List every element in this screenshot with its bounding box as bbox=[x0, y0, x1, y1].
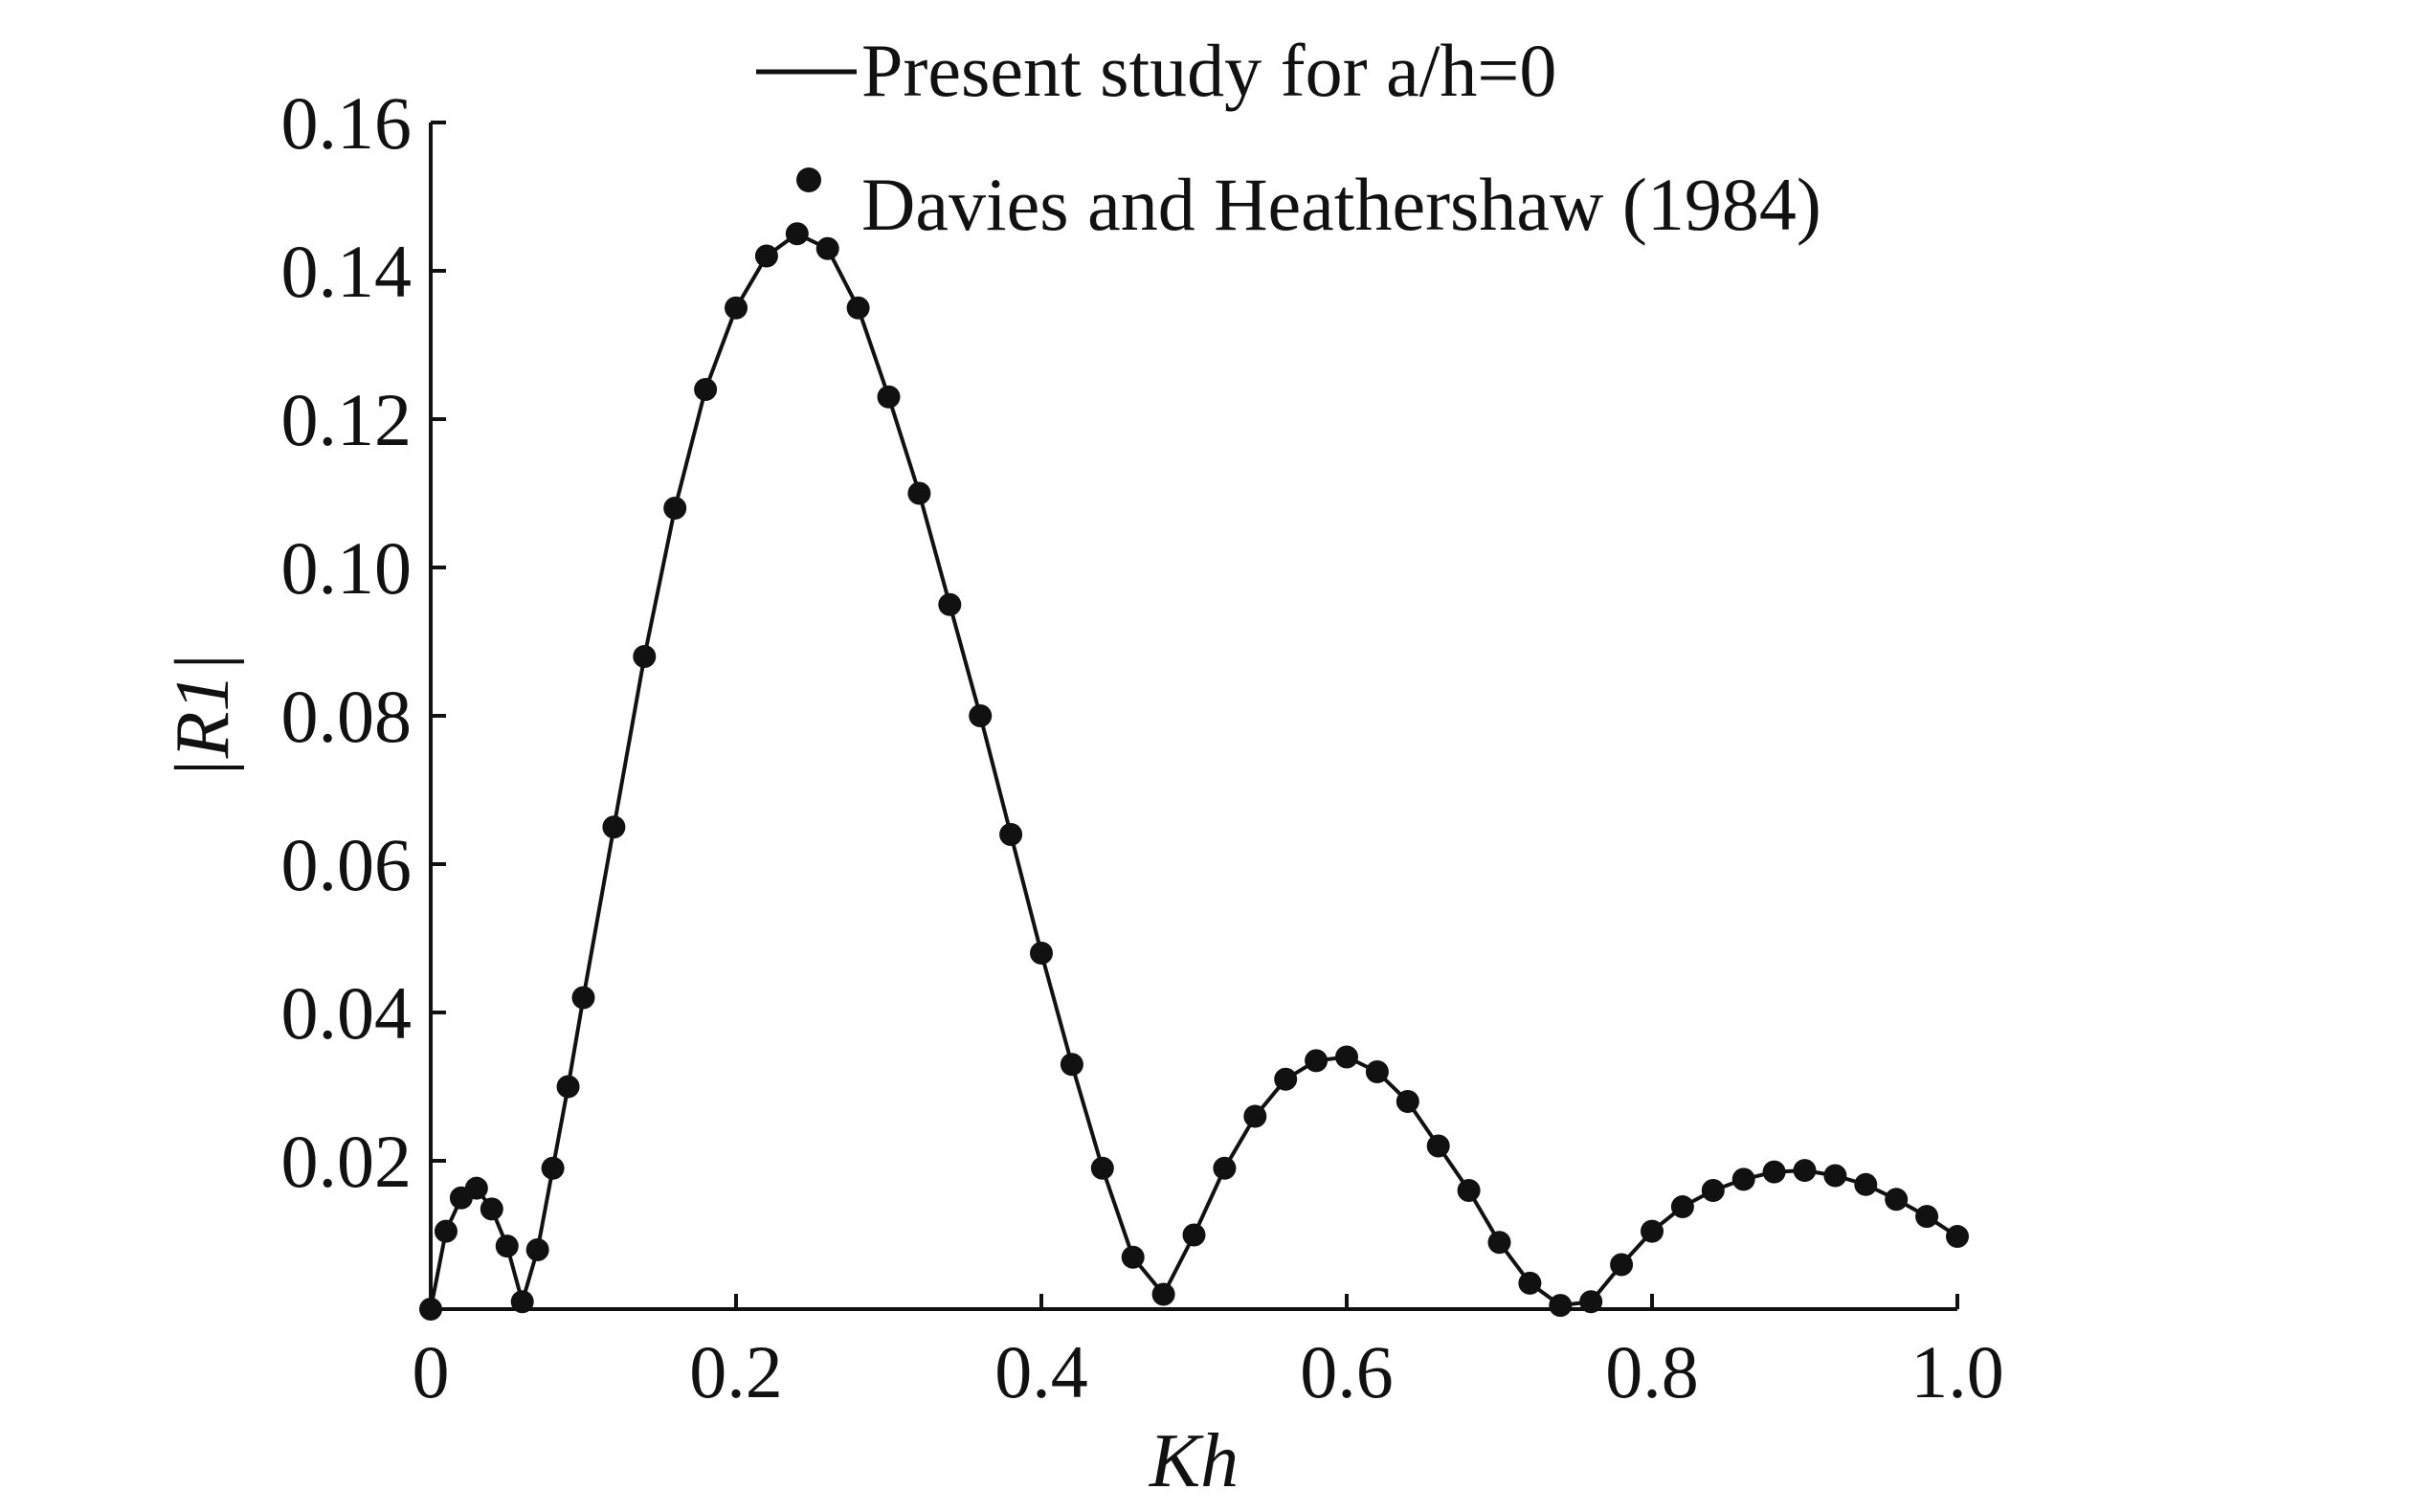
y-axis-label: |R1| bbox=[161, 653, 245, 780]
y-tick-label: 0.12 bbox=[281, 378, 413, 461]
data-point bbox=[1213, 1156, 1237, 1180]
x-axis-label: Kh bbox=[1149, 1419, 1239, 1503]
data-point bbox=[1030, 942, 1053, 965]
legend-marker-label: Davies and Heathershaw (1984) bbox=[861, 163, 1821, 246]
data-point bbox=[419, 1298, 442, 1321]
data-point bbox=[663, 497, 687, 520]
y-tick-label: 0.06 bbox=[281, 823, 413, 906]
data-point bbox=[1243, 1104, 1267, 1128]
data-point bbox=[1670, 1195, 1694, 1219]
data-point bbox=[1060, 1053, 1083, 1077]
data-point bbox=[1121, 1245, 1145, 1269]
data-point bbox=[510, 1290, 534, 1314]
data-point bbox=[694, 378, 718, 401]
y-tick-label: 0.10 bbox=[281, 526, 413, 610]
data-point bbox=[602, 815, 626, 839]
data-point bbox=[1793, 1159, 1817, 1183]
data-point bbox=[999, 823, 1023, 846]
data-point bbox=[785, 222, 809, 246]
x-tick-label: 0.8 bbox=[1605, 1330, 1699, 1413]
y-tick-label: 0.04 bbox=[281, 971, 413, 1055]
data-point bbox=[1641, 1219, 1664, 1243]
data-point bbox=[1457, 1179, 1481, 1202]
data-point bbox=[541, 1156, 565, 1180]
data-point bbox=[1305, 1049, 1329, 1073]
data-point bbox=[846, 296, 870, 320]
data-point bbox=[1426, 1134, 1450, 1158]
data-point bbox=[1182, 1223, 1206, 1247]
data-point bbox=[633, 645, 657, 668]
data-point bbox=[725, 296, 748, 320]
data-point bbox=[1731, 1167, 1755, 1191]
data-point bbox=[495, 1234, 519, 1258]
data-point bbox=[556, 1075, 580, 1099]
data-point bbox=[480, 1197, 503, 1221]
x-tick-label: 1.0 bbox=[1910, 1330, 2004, 1413]
data-point bbox=[1335, 1045, 1358, 1069]
data-point bbox=[1518, 1271, 1542, 1295]
data-point bbox=[907, 481, 931, 505]
y-tick-label: 0.16 bbox=[281, 81, 413, 165]
x-tick-label: 0.4 bbox=[994, 1330, 1088, 1413]
y-tick-label: 0.02 bbox=[281, 1120, 413, 1203]
data-point bbox=[969, 704, 993, 727]
data-point bbox=[938, 592, 962, 616]
data-point bbox=[1151, 1282, 1175, 1306]
data-point bbox=[1365, 1060, 1389, 1083]
series-line bbox=[429, 232, 1959, 1310]
plot-series bbox=[419, 222, 1969, 1321]
data-point bbox=[1274, 1067, 1298, 1091]
data-point bbox=[1090, 1156, 1114, 1180]
data-point bbox=[1549, 1294, 1573, 1318]
data-point bbox=[1823, 1164, 1847, 1188]
data-point bbox=[1885, 1188, 1909, 1212]
data-point bbox=[877, 385, 901, 409]
data-point bbox=[525, 1238, 549, 1261]
data-point bbox=[464, 1176, 488, 1200]
data-point bbox=[1854, 1172, 1878, 1196]
x-tick-label: 0.2 bbox=[689, 1330, 783, 1413]
legend-line-label: Present study for a/h=0 bbox=[861, 29, 1556, 112]
y-tick-label: 0.08 bbox=[281, 675, 413, 758]
x-tick-label: 0.6 bbox=[1300, 1330, 1394, 1413]
data-point bbox=[1946, 1225, 1969, 1249]
data-point bbox=[1579, 1290, 1603, 1314]
y-tick-label: 0.14 bbox=[281, 230, 413, 313]
data-point bbox=[1915, 1205, 1939, 1229]
data-point bbox=[1610, 1253, 1634, 1277]
x-tick-label: 0 bbox=[413, 1330, 450, 1413]
axes: 0 0.2 0.4 0.6 0.8 1.0 0.02 0.04 0.06 0.08 0.10 0.12… bbox=[161, 81, 2004, 1503]
data-point bbox=[754, 244, 778, 268]
data-point bbox=[815, 236, 839, 260]
data-point bbox=[1762, 1160, 1786, 1184]
data-point bbox=[571, 986, 595, 1010]
legend-marker-sample bbox=[796, 167, 821, 192]
data-point bbox=[1487, 1231, 1511, 1255]
data-point bbox=[1396, 1090, 1419, 1113]
legend: Present study for a/h=0 Davies and Heath… bbox=[756, 29, 1821, 246]
data-point bbox=[434, 1219, 458, 1243]
data-point bbox=[1701, 1179, 1725, 1202]
